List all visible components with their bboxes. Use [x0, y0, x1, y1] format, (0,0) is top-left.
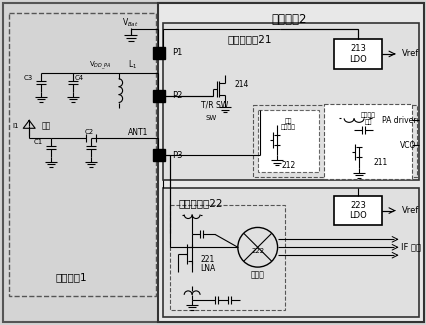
Text: C3: C3	[24, 75, 33, 81]
Bar	[153, 47, 165, 59]
Bar	[163, 23, 417, 180]
Text: P1: P1	[172, 48, 182, 58]
Bar	[170, 205, 284, 310]
Text: 匹配电路1: 匹配电路1	[55, 272, 86, 282]
Text: V$_{DD\_PA}$: V$_{DD\_PA}$	[89, 60, 112, 72]
Bar	[158, 3, 423, 322]
Bar	[334, 39, 381, 69]
Text: 222: 222	[250, 248, 264, 254]
Text: 天线: 天线	[41, 122, 50, 131]
Text: IF 信号: IF 信号	[400, 243, 420, 252]
Text: 第二
级放大器: 第二 级放大器	[280, 118, 295, 130]
Text: 214: 214	[234, 80, 249, 89]
Text: 第一级放
大器: 第一级放 大器	[360, 112, 374, 124]
Text: I1: I1	[13, 123, 19, 129]
Text: 发射机电路21: 发射机电路21	[227, 34, 272, 44]
Text: 211: 211	[373, 158, 387, 166]
Text: P3: P3	[172, 150, 182, 160]
Text: LNA: LNA	[200, 264, 215, 273]
Bar	[153, 90, 165, 101]
Text: P2: P2	[172, 91, 182, 100]
Text: 混合器: 混合器	[250, 270, 264, 280]
Text: 接收机电路22: 接收机电路22	[178, 198, 222, 208]
Text: V$_{Bat}$: V$_{Bat}$	[122, 17, 138, 30]
Bar	[323, 103, 411, 179]
Text: C2: C2	[84, 129, 93, 135]
Text: 221: 221	[200, 255, 214, 264]
Text: T/R SW: T/R SW	[201, 100, 228, 109]
Text: PA driver: PA driver	[381, 116, 416, 125]
Text: VCO: VCO	[399, 141, 416, 150]
Text: 片内电路2: 片内电路2	[271, 13, 307, 26]
Text: 212: 212	[281, 162, 295, 171]
Bar	[163, 188, 417, 317]
Text: 213
LDO: 213 LDO	[348, 44, 366, 64]
Bar	[252, 106, 416, 177]
Text: C1: C1	[34, 139, 43, 145]
Bar	[9, 13, 156, 296]
Text: C4: C4	[75, 75, 84, 81]
Text: SW: SW	[205, 115, 216, 121]
Text: ANT1: ANT1	[128, 128, 148, 137]
Bar	[334, 196, 381, 226]
Text: L$_1$: L$_1$	[128, 58, 137, 71]
Text: Vref: Vref	[401, 49, 418, 58]
Text: Vref: Vref	[401, 206, 418, 215]
Text: 223
LDO: 223 LDO	[348, 201, 366, 220]
Bar	[153, 149, 165, 161]
Bar	[257, 111, 319, 172]
